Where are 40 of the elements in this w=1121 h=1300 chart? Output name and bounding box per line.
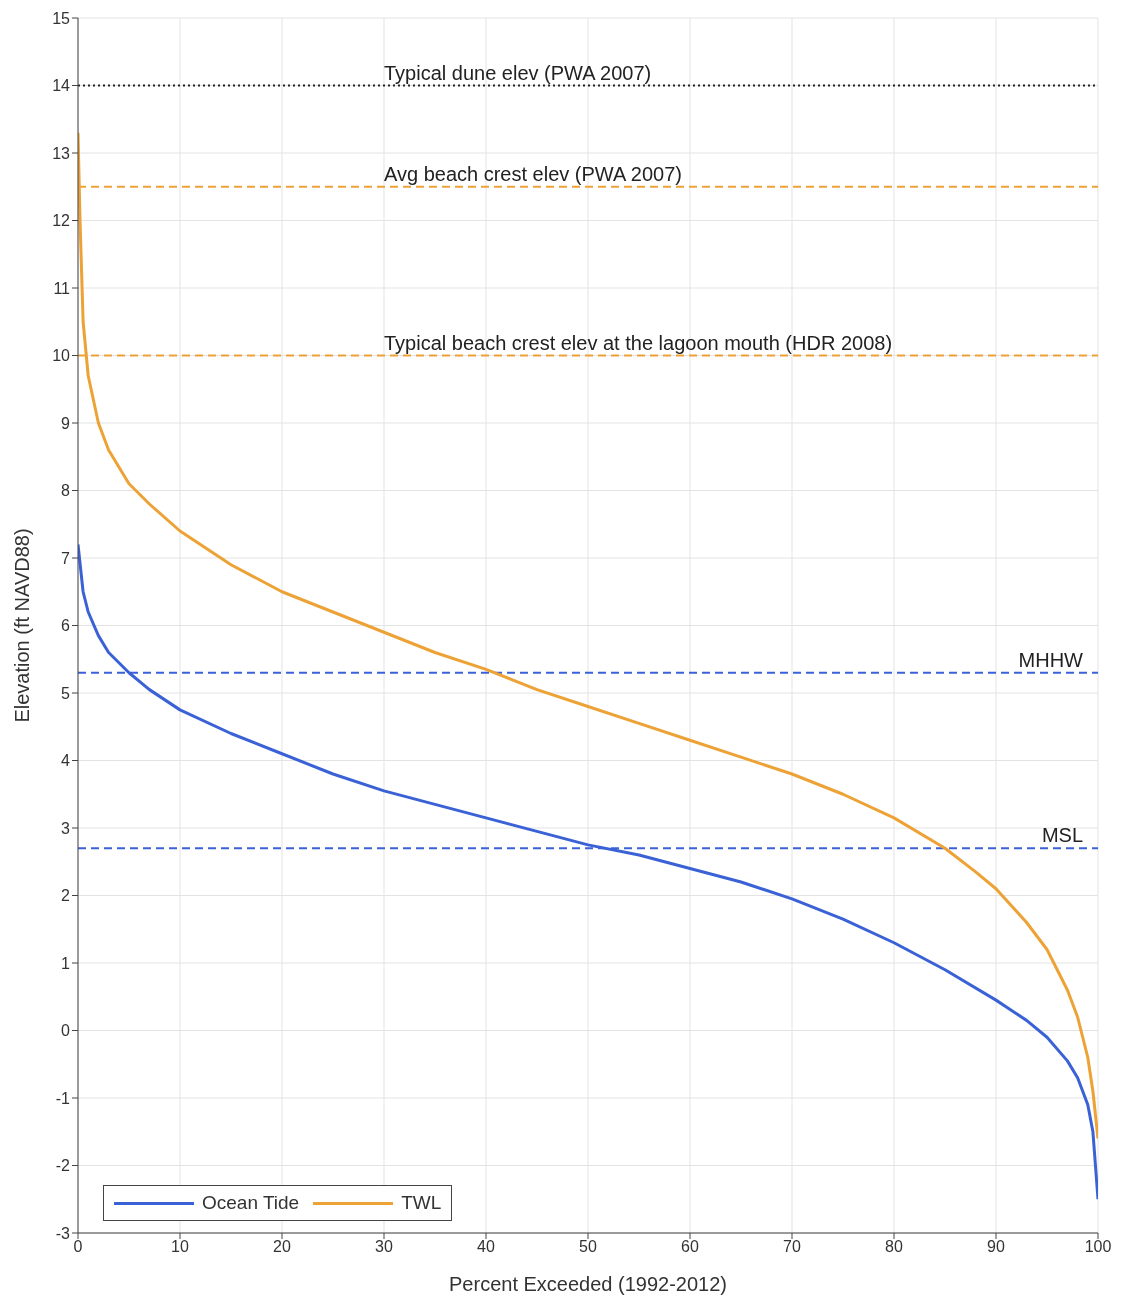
ref-line-label: Typical dune elev (PWA 2007) (384, 61, 652, 84)
y-axis-title: Elevation (ft NAVD88) (11, 528, 34, 723)
ref-line-label: Avg beach crest elev (PWA 2007) (384, 162, 682, 185)
x-axis-title: Percent Exceeded (1992-2012) (449, 1273, 727, 1295)
y-tick-label: 4 (61, 752, 71, 770)
x-tick-label: 80 (885, 1238, 903, 1256)
x-tick-label: 40 (477, 1238, 495, 1256)
x-tick-label: 50 (579, 1238, 597, 1256)
x-tick-label: 70 (783, 1238, 801, 1256)
y-tick-label: 7 (61, 549, 71, 567)
y-tick-label: 8 (61, 482, 71, 500)
x-tick-label: 30 (375, 1238, 393, 1256)
x-tick-label: 20 (273, 1238, 291, 1256)
x-tick-label: 60 (681, 1238, 699, 1256)
y-tick-label: 15 (52, 9, 71, 27)
y-tick-label: 6 (61, 617, 71, 635)
line-series (78, 131, 1098, 1140)
y-tick-label: 12 (52, 212, 71, 230)
y-tick-label: 10 (52, 347, 71, 365)
y-tick-label: 14 (52, 77, 71, 95)
x-tick-label: 10 (171, 1238, 189, 1256)
y-tick-label: 3 (61, 819, 71, 837)
legend-label: TWL (401, 1192, 442, 1214)
x-tick-label: 100 (1084, 1238, 1112, 1256)
y-tick-label: -2 (55, 1157, 71, 1175)
ref-line-label: MHHW (1018, 648, 1084, 671)
y-tick-label: 11 (53, 279, 71, 297)
y-tick-label: -3 (55, 1224, 71, 1242)
x-tick-label: 0 (73, 1238, 83, 1256)
y-tick-label: 1 (61, 954, 71, 972)
y-tick-label: 2 (61, 887, 71, 905)
legend-label: Ocean Tide (202, 1192, 300, 1214)
x-tick-label: 90 (987, 1238, 1005, 1256)
y-tick-label: 5 (61, 684, 71, 702)
y-tick-label: 13 (52, 144, 71, 162)
ref-line-label: MSL (1041, 824, 1083, 847)
ref-line-label: Typical beach crest elev at the lagoon mouth (HDR 2008) (384, 331, 893, 354)
y-tick-label: -1 (55, 1089, 71, 1107)
y-tick-label: 0 (61, 1022, 71, 1040)
y-tick-label: 9 (61, 414, 71, 432)
